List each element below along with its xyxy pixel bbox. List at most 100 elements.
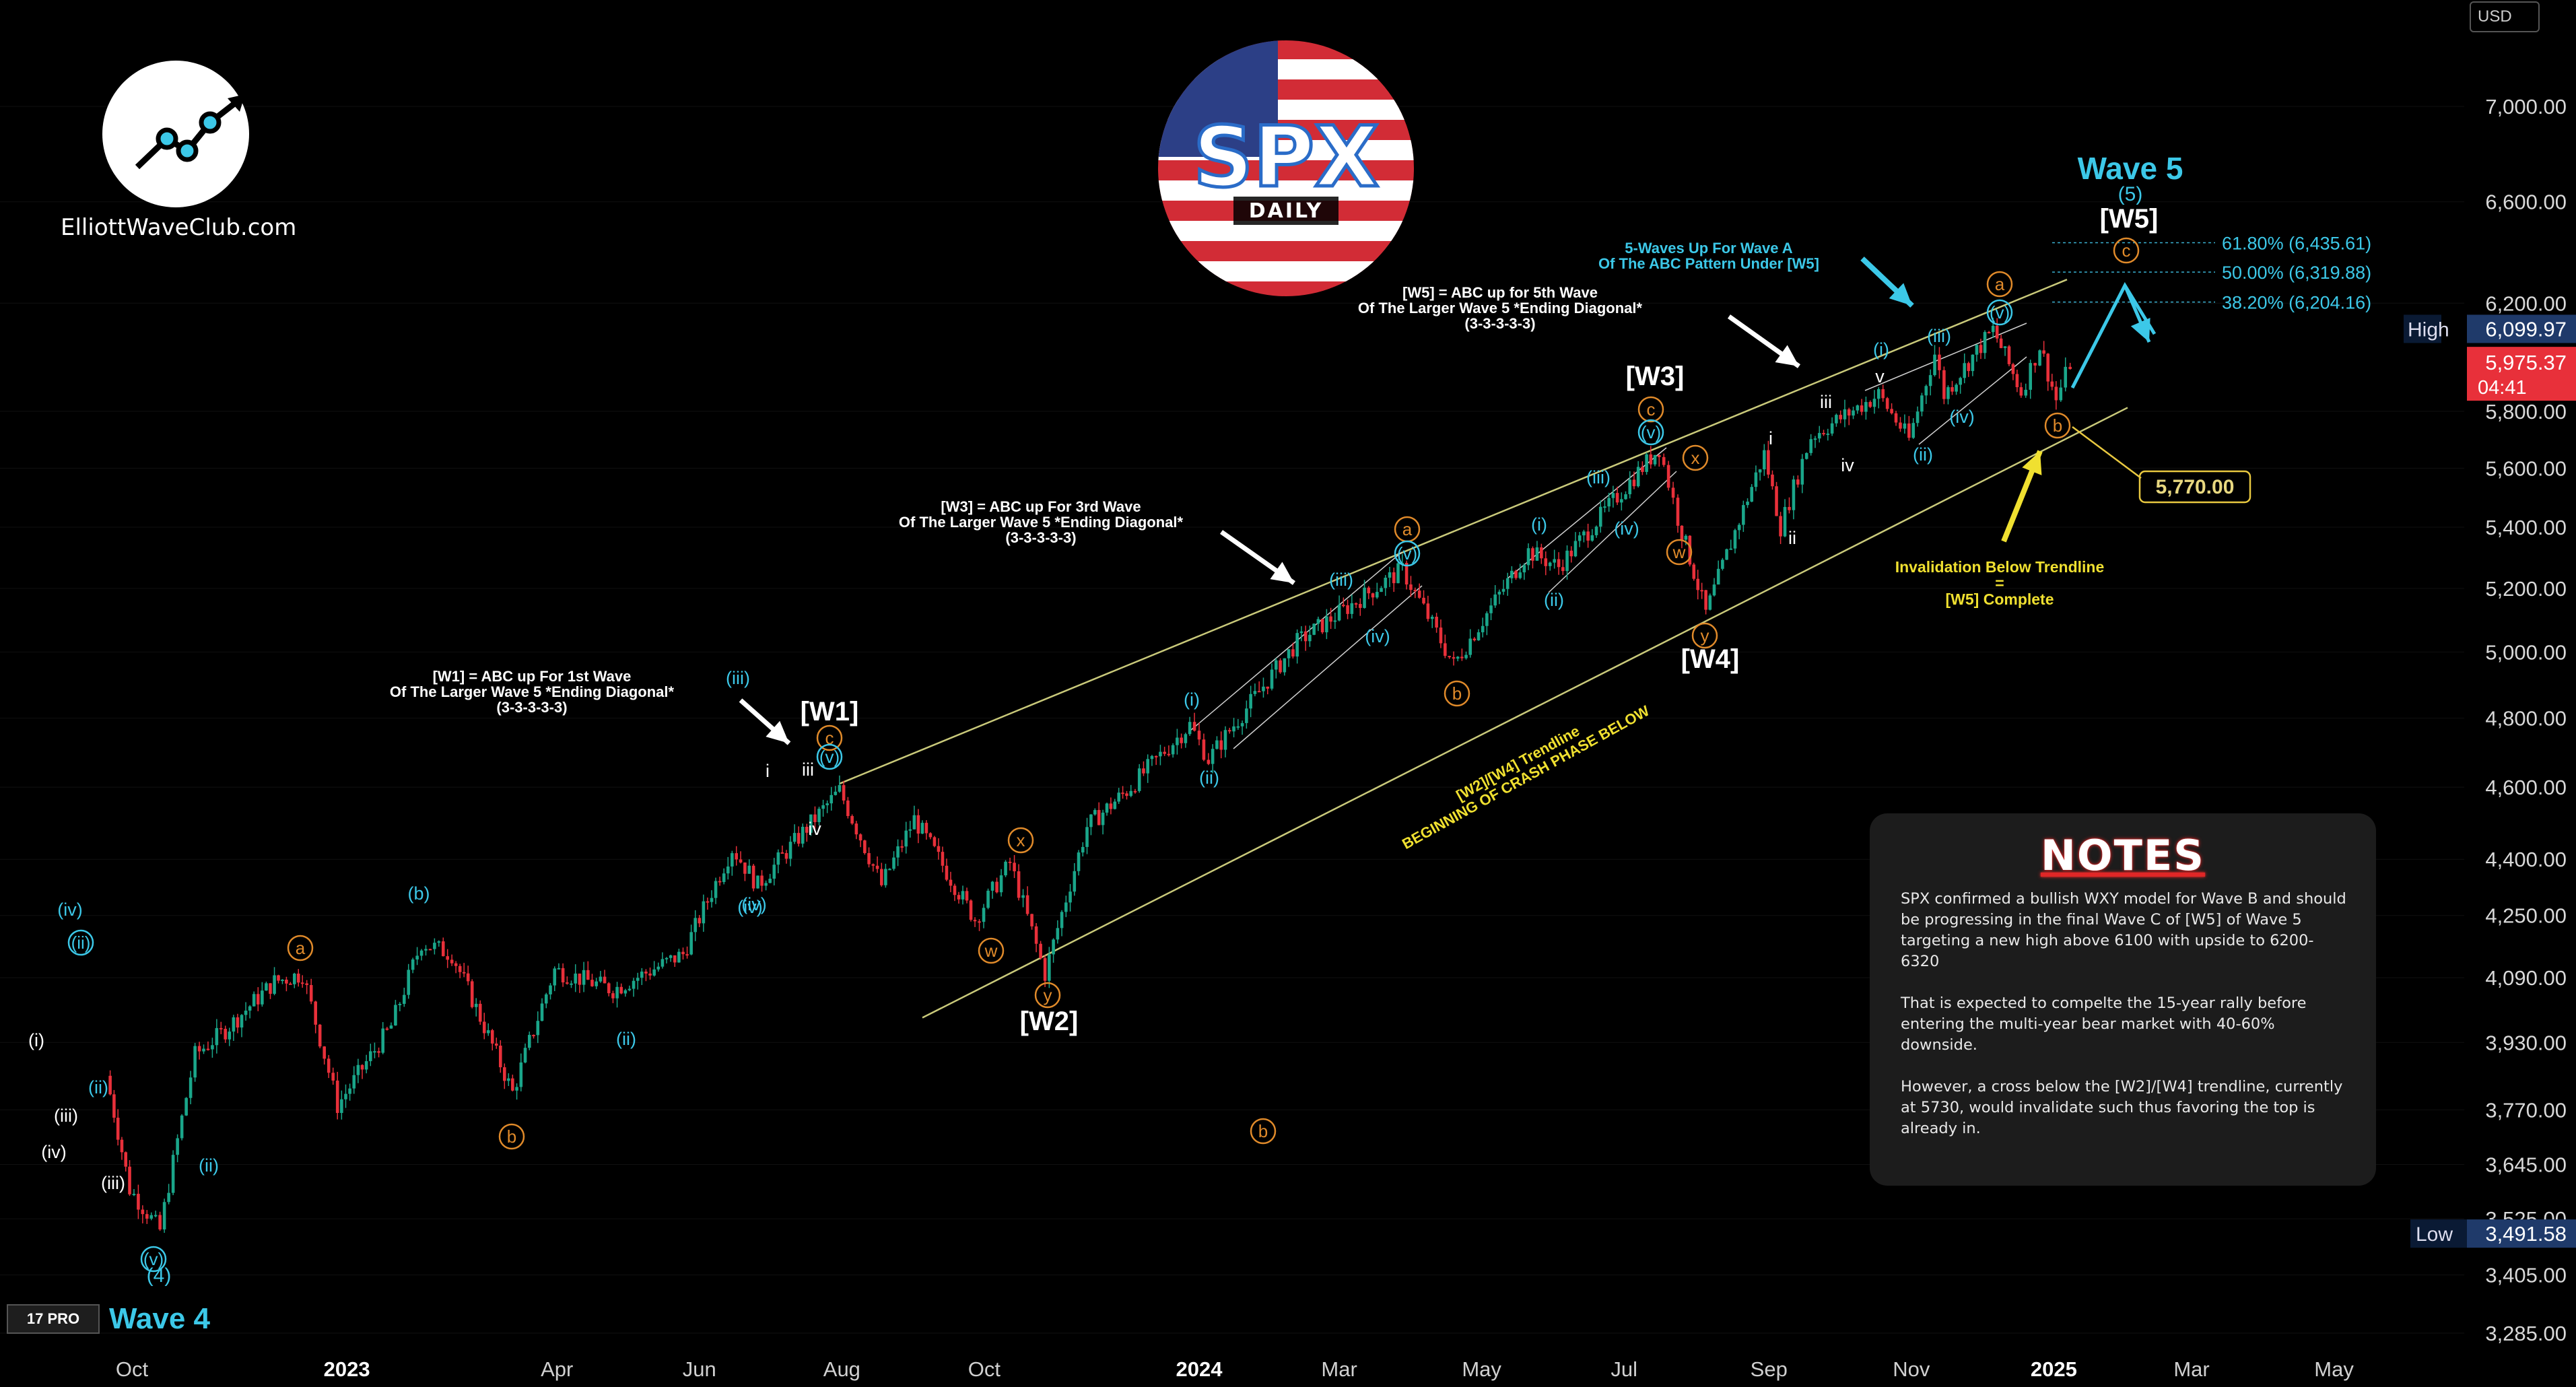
candle-body bbox=[1636, 467, 1640, 487]
candle-body bbox=[722, 873, 726, 883]
trendlines bbox=[839, 279, 2128, 1019]
candle-body bbox=[871, 864, 875, 866]
y-tick-label: 3,285.00 bbox=[2485, 1322, 2567, 1345]
candle-body bbox=[176, 1138, 179, 1155]
candle-body bbox=[760, 875, 764, 886]
candle-body bbox=[184, 1097, 188, 1116]
candle-body bbox=[677, 951, 681, 963]
notes-panel: NOTES SPX confirmed a bullish WXY model … bbox=[1870, 813, 2376, 1186]
candle-body bbox=[1245, 708, 1248, 723]
wave-sublabel: (iv) bbox=[57, 900, 82, 920]
candle-body bbox=[1708, 595, 1712, 610]
candle-body bbox=[462, 972, 466, 974]
notes-paragraph-2: That is expected to compelte the 15-year… bbox=[1901, 994, 2307, 1054]
candle-body bbox=[1615, 493, 1619, 503]
candle-body bbox=[527, 1035, 531, 1048]
candle-body bbox=[780, 852, 784, 854]
candle-body bbox=[116, 1118, 120, 1140]
candle-body bbox=[1788, 506, 1791, 510]
wave5-subtitle: (5) bbox=[2118, 183, 2143, 205]
wave-circle bbox=[1682, 444, 1709, 471]
candle-body bbox=[648, 973, 652, 976]
wave-sublabel: (iv) bbox=[737, 897, 762, 917]
candle-body bbox=[1004, 861, 1007, 876]
candle-body bbox=[248, 1006, 252, 1011]
candle-body bbox=[842, 785, 846, 801]
candle-body bbox=[458, 966, 462, 972]
candle-body bbox=[1017, 871, 1021, 898]
candle-body bbox=[1578, 535, 1582, 541]
candle-body bbox=[1733, 530, 1737, 549]
candle-body bbox=[1448, 656, 1451, 658]
candle-body bbox=[478, 1003, 482, 1022]
x-tick-label: May bbox=[2314, 1357, 2354, 1381]
candle-body bbox=[314, 1001, 317, 1025]
candle-body bbox=[838, 785, 842, 792]
candle-body bbox=[394, 1005, 397, 1026]
candle-body bbox=[1975, 345, 1979, 355]
candle-body bbox=[792, 833, 796, 842]
y-tick-label: 7,000.00 bbox=[2485, 95, 2567, 119]
candle-body bbox=[1942, 370, 1946, 399]
candle-body bbox=[1137, 768, 1141, 791]
candle-body bbox=[784, 853, 788, 859]
high-tag-label: High bbox=[2408, 318, 2449, 341]
wave-circle-label: c bbox=[1647, 399, 1656, 419]
candle-body bbox=[1207, 759, 1211, 764]
x-tick-label: Oct bbox=[116, 1357, 149, 1381]
notes-paragraph-1: SPX confirmed a bullish WXY model for Wa… bbox=[1901, 890, 2346, 970]
candle-body bbox=[167, 1192, 170, 1203]
candle-body bbox=[1594, 527, 1598, 535]
candle-body bbox=[801, 827, 805, 844]
candle-body bbox=[1481, 625, 1485, 633]
candle-body bbox=[108, 1075, 112, 1095]
fib-levels: 61.80% (6,435.61) 50.00% (6,319.88) 38.20%… bbox=[2052, 233, 2371, 313]
candle-body bbox=[1903, 423, 1907, 429]
candle-body bbox=[578, 973, 582, 985]
candle-body bbox=[1963, 363, 1967, 378]
candle-body bbox=[1750, 487, 1754, 502]
wave-circle bbox=[1637, 419, 1664, 446]
wave-circle bbox=[1444, 680, 1470, 707]
candle-body bbox=[180, 1115, 184, 1139]
x-tick-label: Mar bbox=[1321, 1357, 1357, 1381]
wave-sublabel: iii bbox=[802, 759, 814, 780]
candle-body bbox=[805, 827, 809, 833]
candle-body bbox=[1257, 691, 1261, 693]
candle-body bbox=[726, 866, 730, 874]
wave-circle bbox=[1986, 299, 2013, 326]
candle-body bbox=[1460, 656, 1464, 658]
candle-body bbox=[1852, 410, 1855, 416]
tradingview-badge: 17 PRO Wave 4 bbox=[7, 1302, 210, 1336]
candle-body bbox=[1375, 592, 1379, 598]
wave-circle-label: (v) bbox=[1641, 422, 1661, 442]
candle-body bbox=[1392, 572, 1396, 584]
wave-circle bbox=[1394, 540, 1421, 567]
candle-body bbox=[1885, 398, 1889, 409]
wave4-label: Wave 4 bbox=[109, 1302, 211, 1335]
candle-body bbox=[1987, 332, 1991, 334]
candle-body bbox=[920, 823, 924, 834]
wave-sublabel: v bbox=[1875, 366, 1885, 386]
candle-body bbox=[681, 951, 685, 955]
candle-body bbox=[281, 980, 284, 982]
candle-body bbox=[1598, 506, 1602, 527]
wave-sublabel: iv bbox=[808, 819, 821, 839]
candle-body bbox=[1522, 565, 1526, 573]
wave-circle bbox=[287, 935, 314, 961]
candle-body bbox=[507, 1078, 510, 1081]
fib-label: 61.80% (6,435.61) bbox=[2222, 233, 2371, 253]
wave-circle bbox=[1034, 982, 1061, 1009]
candle-body bbox=[1404, 563, 1409, 585]
candle-body bbox=[1329, 616, 1332, 622]
candle-body bbox=[124, 1152, 128, 1167]
wave-circle-label: b bbox=[2053, 415, 2062, 436]
wave-circle-label: x bbox=[1017, 830, 1025, 850]
wave-sublabel: (ii) bbox=[199, 1155, 219, 1176]
candle-body bbox=[1400, 563, 1404, 565]
candle-body bbox=[1077, 852, 1081, 871]
candle-body bbox=[1783, 506, 1787, 537]
wave-circle-label: w bbox=[1672, 542, 1686, 562]
currency-selector[interactable]: USD bbox=[2470, 1, 2540, 32]
